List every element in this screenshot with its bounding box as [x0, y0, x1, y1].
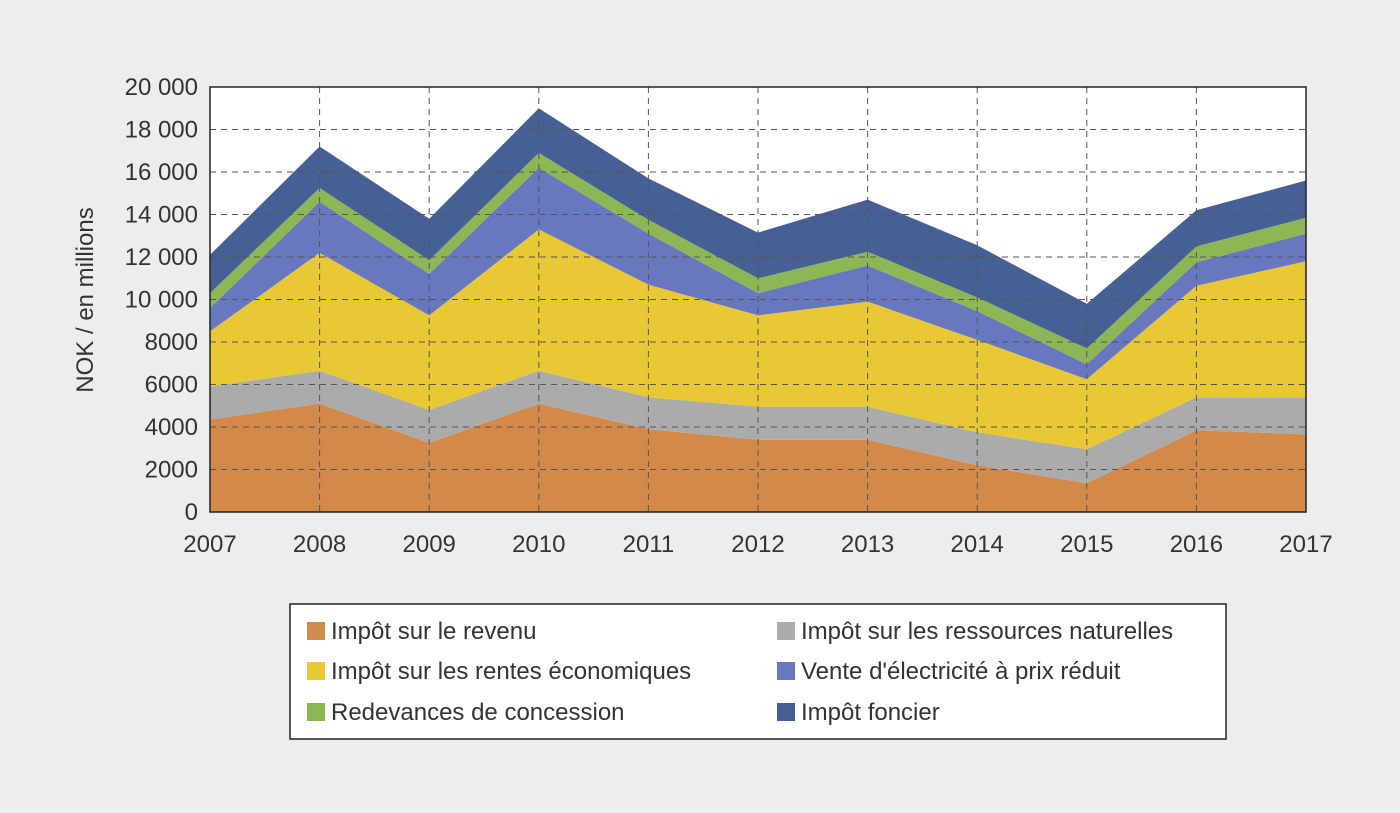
x-tick-label: 2007: [183, 531, 236, 558]
legend-item: Impôt sur les rentes économiques: [307, 658, 691, 685]
y-tick-label: 16 000: [125, 159, 198, 186]
legend-swatch: [307, 622, 325, 640]
x-tick-label: 2011: [623, 531, 675, 558]
legend-label: Impôt sur les ressources naturelles: [801, 618, 1173, 645]
x-tick-label: 2016: [1170, 531, 1223, 558]
area-series-2: [210, 370, 1306, 484]
x-tick-label: 2013: [841, 531, 894, 558]
y-tick-label: 0: [185, 499, 198, 526]
y-tick-label: 12 000: [125, 244, 198, 271]
area-series-1: [210, 403, 1306, 512]
x-tick-label: 2010: [512, 531, 565, 558]
y-axis-title: NOK / en millions: [72, 207, 99, 392]
area-series-3: [210, 229, 1306, 450]
y-tick-label: 18 000: [125, 117, 198, 144]
legend-label: Impôt sur le revenu: [331, 618, 536, 645]
legend-item: Vente d'électricité à prix réduit: [777, 658, 1121, 685]
y-tick-label: 4000: [145, 414, 198, 441]
legend-item: Impôt sur le revenu: [307, 618, 536, 645]
legend-swatch: [777, 622, 795, 640]
x-tick-label: 2009: [403, 531, 456, 558]
legend-label: Vente d'électricité à prix réduit: [801, 658, 1121, 685]
legend-item: Impôt foncier: [777, 699, 940, 726]
x-tick-label: 2008: [293, 531, 346, 558]
legend-swatch: [777, 703, 795, 721]
legend-swatch: [307, 703, 325, 721]
area-series-6: [210, 108, 1306, 349]
y-tick-label: 10 000: [125, 287, 198, 314]
x-tick-label: 2014: [951, 531, 1004, 558]
legend-box: [289, 603, 1227, 740]
y-tick-label: 14 000: [125, 202, 198, 229]
plot-frame: [209, 86, 1307, 513]
legend-label: Impôt foncier: [801, 699, 940, 726]
y-tick-label: 8000: [145, 329, 198, 356]
legend-label: Impôt sur les rentes économiques: [331, 658, 691, 685]
y-tick-label: 2000: [145, 457, 198, 484]
x-tick-label: 2012: [731, 531, 784, 558]
legend-swatch: [307, 662, 325, 680]
legend-label: Redevances de concession: [331, 699, 625, 726]
legend-item: Redevances de concession: [307, 699, 625, 726]
y-tick-label: 20 000: [125, 74, 198, 101]
y-tick-label: 6000: [145, 372, 198, 399]
x-tick-label: 2015: [1060, 531, 1113, 558]
x-tick-label: 2017: [1279, 531, 1332, 558]
legend-item: Impôt sur les ressources naturelles: [777, 618, 1173, 645]
legend-swatch: [777, 662, 795, 680]
